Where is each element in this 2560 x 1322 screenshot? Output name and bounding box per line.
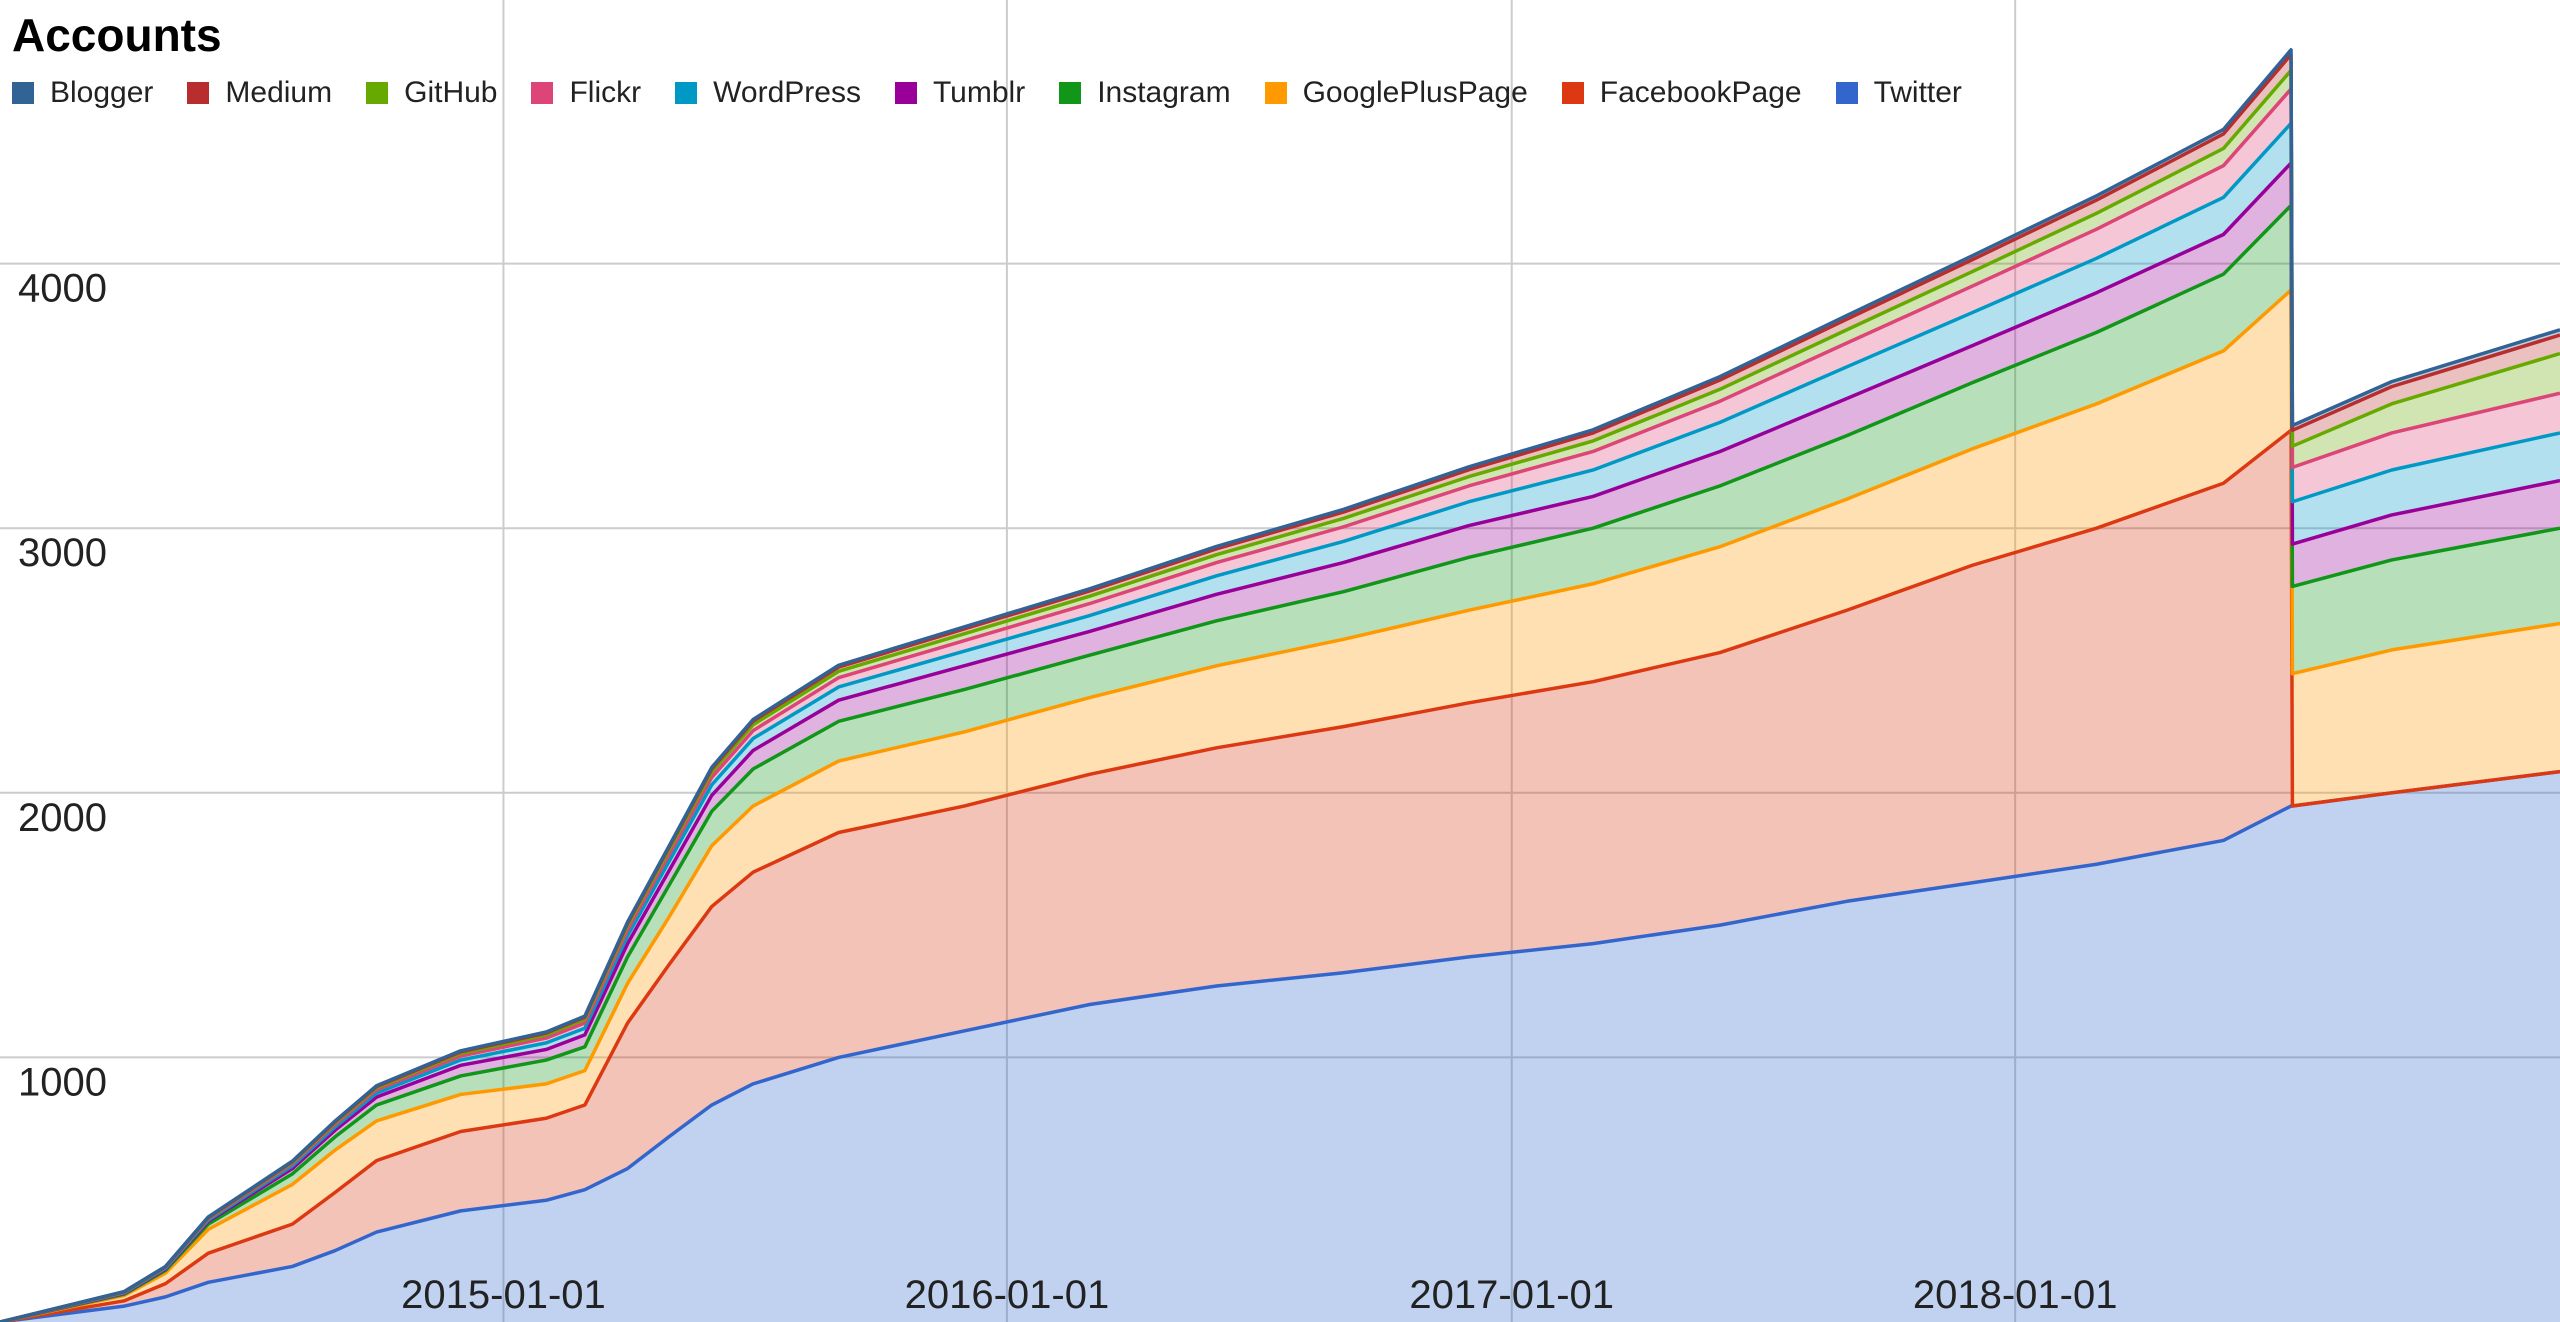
legend-swatch: [187, 82, 210, 104]
legend-swatch: [1835, 82, 1858, 104]
legend-item-googlepluspage[interactable]: GooglePlusPage: [1264, 76, 1528, 110]
legend-swatch: [675, 82, 698, 104]
x-tick-label: 2015-01-01: [401, 1273, 606, 1317]
legend-item-github[interactable]: GitHub: [366, 76, 497, 110]
y-tick-label: 1000: [18, 1060, 107, 1104]
line-twitter: [0, 769, 2560, 1322]
legend-label: Twitter: [1873, 76, 1962, 109]
series-areas: [0, 49, 2560, 1322]
area-googlepluspage: [0, 290, 2560, 1322]
legend-item-medium[interactable]: Medium: [187, 76, 332, 110]
tick-labels: 1000 2000 3000 4000 2015-01-01 2016-01-01 2017…: [18, 267, 2117, 1317]
legend-swatch: [1264, 82, 1287, 104]
x-tick-label: 2018-01-01: [1913, 1273, 2118, 1317]
legend-swatch: [1059, 82, 1082, 104]
legend-label: WordPress: [713, 76, 861, 109]
legend-label: GooglePlusPage: [1302, 76, 1528, 109]
line-wordpress: [0, 121, 2560, 1322]
legend-swatch: [894, 82, 917, 104]
area-facebookpage: [0, 430, 2560, 1322]
series-lines: [0, 48, 2560, 1322]
legend-item-facebookpage[interactable]: FacebookPage: [1561, 76, 1802, 110]
y-tick-label: 2000: [18, 796, 107, 840]
legend-item-flickr[interactable]: Flickr: [531, 76, 641, 110]
y-tick-label: 4000: [18, 267, 107, 311]
x-tick-label: 2016-01-01: [905, 1273, 1110, 1317]
area-twitter: [0, 771, 2560, 1322]
legend-item-instagram[interactable]: Instagram: [1059, 76, 1231, 110]
legend-label: FacebookPage: [1599, 76, 1802, 109]
legend-swatch: [531, 82, 554, 104]
legend-item-wordpress[interactable]: WordPress: [675, 76, 861, 110]
legend-item-blogger[interactable]: Blogger: [12, 76, 153, 110]
y-tick-label: 3000: [18, 531, 107, 575]
legend-swatch: [12, 82, 34, 104]
line-facebookpage: [0, 428, 2560, 1322]
legend-item-tumblr[interactable]: Tumblr: [894, 76, 1026, 110]
line-blogger: [0, 48, 2560, 1322]
legend-label: Tumblr: [932, 76, 1026, 109]
x-tick-label: 2017-01-01: [1409, 1273, 1614, 1317]
legend-swatch: [366, 82, 389, 104]
legend-label: Flickr: [569, 76, 642, 109]
legend-label: Instagram: [1097, 76, 1231, 109]
legend-swatch: [1561, 82, 1584, 104]
legend-item-twitter[interactable]: Twitter: [1835, 76, 1962, 110]
legend-label: Medium: [225, 76, 333, 109]
chart-legend: Blogger Medium GitHub Flickr WordPress Tumblr…: [12, 70, 1996, 116]
line-tumblr: [0, 161, 2560, 1322]
line-googlepluspage: [0, 288, 2560, 1322]
legend-label: GitHub: [404, 76, 498, 109]
legend-label: Blogger: [50, 76, 154, 109]
chart-title: Accounts: [12, 9, 222, 61]
line-instagram: [0, 203, 2560, 1322]
